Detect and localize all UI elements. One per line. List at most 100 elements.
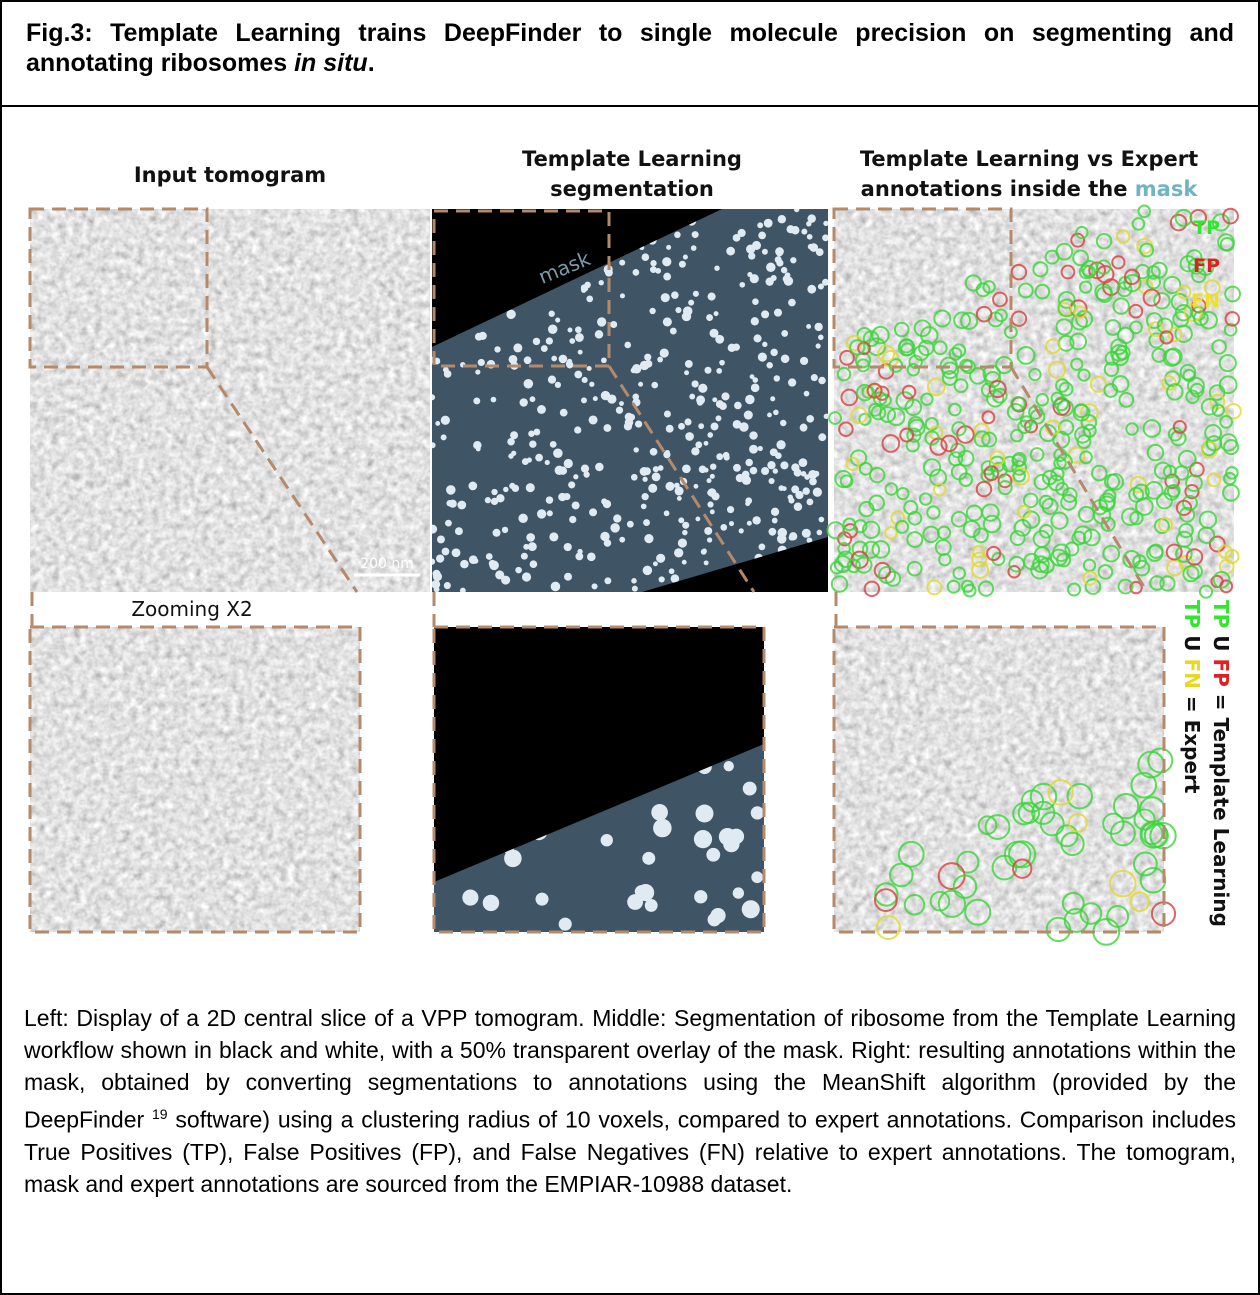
annotation-circle [1223, 323, 1238, 337]
annotation-circle [1224, 285, 1241, 303]
annotation-circle [1187, 257, 1205, 275]
ribosome-blob [706, 537, 713, 543]
ribosome-blob [550, 581, 561, 592]
annotation-circle [1029, 447, 1045, 462]
annotation-circle [856, 383, 874, 402]
ribosome-blob [484, 497, 492, 504]
ribosome-blob [695, 441, 703, 449]
ribosome-blob [477, 358, 485, 367]
ribosome-blob [626, 520, 634, 528]
ribosome-blob [749, 274, 759, 284]
annotation-circle [926, 377, 946, 397]
annotation-circle [971, 551, 988, 568]
annotation-circle [1218, 354, 1237, 373]
annotation-circle [1102, 488, 1117, 503]
annotation-circle [862, 330, 880, 348]
fp-label: FP [1193, 255, 1220, 277]
ribosome-blob [581, 376, 588, 384]
annotation-circle [1125, 422, 1139, 436]
ribosome-blob [706, 478, 712, 484]
ribosome-blob [787, 378, 797, 387]
annotation-circle [1092, 505, 1112, 525]
ribosome-blob [776, 259, 784, 267]
ribosome-blob [808, 469, 818, 480]
ribosome-blob [707, 488, 717, 497]
ribosome-blob [772, 468, 778, 474]
ribosome-blob [624, 412, 633, 421]
ribosome-blob [691, 447, 700, 456]
annotation-circle [1082, 423, 1097, 438]
annotation-circle [855, 556, 873, 574]
ribosome-blob [766, 361, 773, 369]
annotation-circle [1130, 771, 1158, 799]
ribosome-blob [807, 284, 817, 294]
ribosome-blob [440, 415, 450, 425]
annotation-circle [1176, 284, 1192, 300]
ribosome-blob [482, 894, 500, 912]
ribosome-blob [793, 502, 803, 512]
ribosome-blob [823, 220, 828, 226]
annotation-circle [1146, 443, 1165, 462]
annotation-circle [1016, 345, 1036, 365]
annotation-circle [1149, 575, 1165, 591]
ribosome-blob [651, 381, 659, 389]
ribosome-blob [802, 487, 810, 495]
ribosome-blob [494, 346, 501, 353]
ribosome-blob [652, 561, 658, 567]
annotation-circle [984, 814, 1011, 840]
annotation-circle [838, 421, 854, 437]
ribosome-blob [603, 539, 612, 547]
ribosome-blob [670, 574, 680, 583]
mask-overlay [432, 209, 828, 592]
ribosome-blob [706, 847, 721, 862]
annotation-circle [1204, 423, 1223, 442]
annotation-circle [982, 514, 1002, 534]
annotation-circle [1013, 519, 1032, 537]
annotation-circle [1090, 464, 1108, 482]
ribosome-blob [745, 501, 751, 507]
ribosome-blob [741, 900, 760, 919]
annotation-circle [952, 874, 978, 899]
ribosome-blob [637, 884, 655, 902]
annotation-circle [975, 480, 993, 498]
ribosome-blob [765, 277, 774, 286]
annotation-circle [946, 579, 961, 594]
ribosome-blob [695, 516, 701, 522]
ribosome-blob [547, 375, 557, 384]
ribosome-blob [663, 272, 672, 281]
ribosome-blob [607, 394, 617, 404]
ribosome-blob [781, 330, 789, 337]
ribosome-blob [777, 215, 787, 224]
ribosome-blob [509, 482, 516, 489]
ribosome-blob [558, 917, 572, 931]
ribosome-blob [753, 334, 762, 343]
ribosome-blob [707, 432, 714, 438]
annotation-circle [929, 890, 951, 912]
annotation-circle [1123, 268, 1141, 286]
ribosome-blob [631, 578, 637, 584]
annotation-circle [886, 407, 906, 427]
ribosome-blob [553, 448, 563, 458]
ribosome-blob [577, 349, 583, 355]
ribosome-blob [475, 369, 481, 375]
ribosome-blob [807, 214, 816, 223]
ribosome-blob [812, 487, 823, 497]
annotation-circle [1174, 303, 1193, 322]
ribosome-blob [770, 348, 778, 357]
ribosome-blob [678, 517, 685, 524]
annotation-circle [1144, 481, 1164, 500]
annotation-circle [1110, 338, 1128, 356]
ribosome-blob [751, 871, 764, 884]
ribosome-blob [511, 450, 517, 456]
annotation-circle [1129, 580, 1143, 595]
ribosome-blob [468, 555, 478, 564]
ribosome-blob [806, 415, 815, 423]
ribosome-blob [563, 458, 573, 469]
ribosome-blob [457, 500, 467, 510]
annotation-circle [1055, 318, 1073, 336]
ribosome-blob [716, 453, 724, 461]
ribosome-blob [619, 401, 624, 406]
annotation-circle [997, 480, 1013, 496]
ribosome-blob [799, 356, 809, 366]
ribosome-blob [709, 509, 715, 515]
